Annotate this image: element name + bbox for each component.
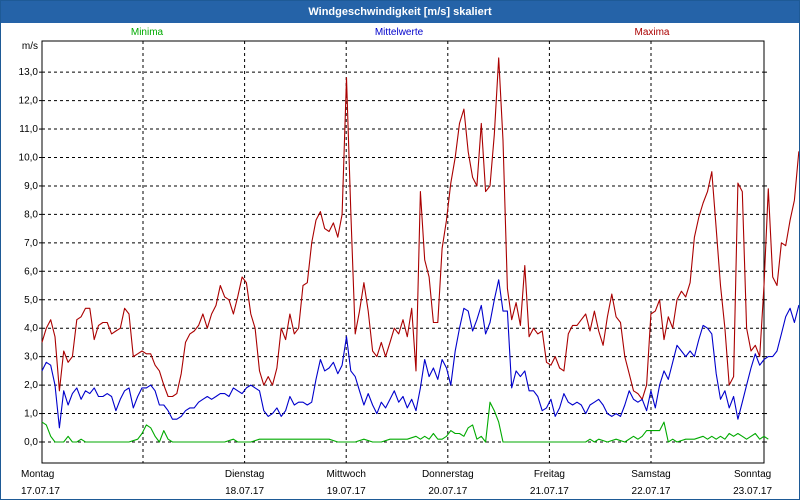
x-weekday-label: Donnerstag (422, 469, 474, 480)
y-tick-label: 10,0 (19, 153, 39, 164)
x-date-label: 17.07.17 (21, 486, 60, 497)
y-tick-label: 1,0 (24, 409, 38, 420)
series-line-minima (41, 401, 769, 443)
window-title: Windgeschwindigkeit [m/s] skaliert (1, 1, 799, 23)
series-line-mittelwerte (41, 279, 799, 429)
legend: Minima Mittelwerte Maxima (131, 27, 670, 38)
y-tick-label: 3,0 (24, 352, 38, 363)
x-weekday-label: Montag (21, 469, 54, 480)
x-date-label: 21.07.17 (530, 486, 569, 497)
y-tick-label: 13,0 (19, 67, 39, 78)
x-date-label: 19.07.17 (327, 486, 366, 497)
x-date-label: 18.07.17 (225, 486, 264, 497)
x-weekday-label: Sonntag (734, 469, 771, 480)
y-unit-label: m/s (22, 41, 38, 52)
x-weekday-label: Mittwoch (326, 469, 365, 480)
y-tick-label: 0,0 (24, 437, 38, 448)
x-date-label: 20.07.17 (428, 486, 467, 497)
y-tick-label: 11,0 (19, 124, 38, 135)
y-tick-label: 9,0 (24, 181, 38, 192)
x-weekday-label: Freitag (534, 469, 565, 480)
legend-mittelwerte: Mittelwerte (375, 27, 424, 38)
x-weekday-label: Samstag (631, 469, 670, 480)
series-lines (41, 57, 799, 443)
y-tick-label: 5,0 (24, 295, 38, 306)
y-tick-label: 4,0 (24, 323, 38, 334)
y-tick-label: 7,0 (24, 238, 38, 249)
legend-maxima: Maxima (634, 27, 669, 38)
series-line-maxima (41, 57, 799, 400)
legend-minima: Minima (131, 27, 164, 38)
x-date-label: 23.07.17 (733, 486, 772, 497)
grid-lines (42, 41, 764, 463)
y-tick-label: 12,0 (19, 96, 39, 107)
x-weekday-label: Dienstag (225, 469, 264, 480)
x-axis: Montag 17.07.17 Dienstag 18.07.17 Mittwoch 19… (21, 469, 772, 497)
y-tick-label: 2,0 (24, 380, 38, 391)
y-axis: 0,0 1,0 2,0 3,0 4,0 5,0 6,0 7,0 8,0 9,0 10,0 11,0 12… (19, 41, 767, 448)
plot-area (41, 40, 765, 464)
y-tick-label: 8,0 (24, 209, 38, 220)
x-date-label: 22.07.17 (632, 486, 671, 497)
y-tick-label: 6,0 (24, 266, 38, 277)
